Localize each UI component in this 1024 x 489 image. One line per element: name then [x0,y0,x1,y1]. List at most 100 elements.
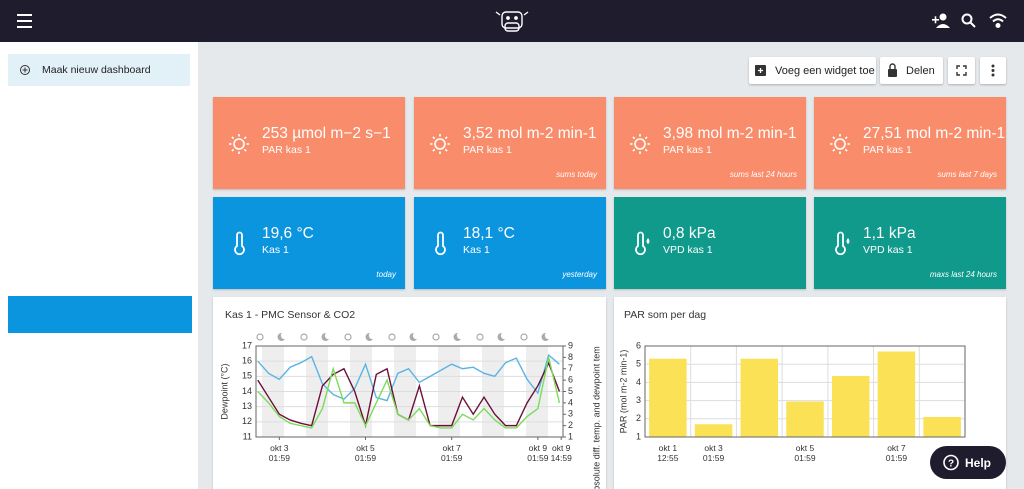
y2-tick-label: 7 [568,363,573,373]
sun-icon [300,333,308,341]
selected-dashboard[interactable] [8,296,192,333]
tile: 3,98 mol m-2 min-1 PAR kas 1 sums last 24 … [614,97,806,189]
plus-icon [20,65,30,75]
tile-label: VPD kas 1 [663,244,713,256]
unit: kPa [688,225,716,242]
y-tick-label: 13 [242,401,252,411]
help-label: Help [965,455,992,470]
moon-icon [453,332,461,341]
value: 19,6 [262,225,293,242]
tile-icon [435,231,446,256]
tile-icon [835,231,850,256]
chart-title: PAR som per dag [624,309,706,321]
tile-value: 19,6 °C [262,225,314,243]
plot-frame [255,345,564,438]
y-tick-label: 1 [636,431,641,441]
unit: mol m-2 min-1 [697,125,797,142]
sun-icon [388,333,396,341]
y-tick-label: 4 [636,377,641,387]
tile-label: Kas 1 [262,244,289,256]
chart: PAR som per dag 1 2 3 4 5 6 PAR (mol m-2 min-1) [618,309,966,441]
tile-label: PAR kas 1 [463,144,512,156]
y2-axis-label: Absolute diff. temp. and dewpoint tem [591,346,601,489]
tile: 253 µmol m−2 s−1 PAR kas 1 [213,97,405,189]
y-tick-label: 17 [242,340,252,350]
sun-ray [432,136,436,140]
tile: 1,1 kPa VPD kas 1 maxs last 24 hours [814,197,1006,289]
logo[interactable] [495,11,529,32]
y2-tick-label: 3 [568,409,573,419]
svg-text:?: ? [948,459,954,470]
thermometer-icon [635,231,646,256]
tile-value: 1,1 kPa [863,225,916,243]
y-axis-label: Dewpoint (°C) [219,363,229,419]
x-tick-label: okt 3 01:59 [702,443,725,463]
y-tick-label: 5 [636,359,641,369]
x-tick-label: okt 3 01:59 [268,443,290,463]
tile-period: sums last 24 hours [729,170,797,179]
value: 3,52 [463,125,494,142]
add-widget-label: Voeg een widget toe [775,64,875,77]
value: 27,51 [863,125,902,142]
lock-icon [888,63,897,77]
tile-period: yesterday [562,270,597,279]
sun-icon [344,333,352,341]
moon-icon [497,332,505,341]
value: 253 [262,125,288,142]
y-tick-label: 11 [243,431,252,441]
tile-icon [430,134,450,154]
menu-icon[interactable] [17,14,32,28]
share-button[interactable]: Delen [880,57,943,84]
tile-period: sums today [556,170,597,179]
add-icon [755,65,766,76]
y-tick-label: 12 [242,416,252,426]
new-dashboard-button[interactable]: Maak nieuw dashboard [8,54,190,86]
sun-ray [844,148,848,152]
sun-icon [434,138,446,150]
more-button[interactable] [980,57,1006,84]
tile-label: VPD kas 1 [863,244,913,256]
tile-label: PAR kas 1 [663,144,712,156]
bar [649,358,687,437]
add-user-icon[interactable] [932,13,950,29]
tile: 27,51 mol m-2 min-1 PAR kas 1 sums last 7 … [814,97,1006,189]
y2-tick-label: 5 [568,386,573,396]
tile-value: 27,51 mol m-2 min-1 [863,125,1005,143]
sun-ray [632,148,636,152]
sun-ray [231,136,235,140]
sun-icon [834,138,846,150]
moon-icon [409,332,417,341]
y2-tick-label: 4 [568,397,573,407]
y-tick-label: 15 [242,371,252,381]
sidebar: Maak nieuw dashboard [0,42,198,489]
bar [694,424,733,437]
moon-icon [365,332,373,341]
fullscreen-icon [956,65,967,76]
search-icon[interactable] [961,13,976,28]
unit: °C [497,225,515,242]
fullscreen-button[interactable] [948,57,975,84]
tile: 19,6 °C Kas 1 today [213,197,405,289]
new-dashboard-label: Maak nieuw dashboard [42,64,151,76]
sun-ray [644,148,648,152]
x-tick-label: okt 7 01:59 [441,443,463,463]
tile-icon [635,231,650,256]
y-tick-label: 16 [242,356,252,366]
moon-icon [541,332,549,341]
tile-value: 3,98 mol m-2 min-1 [663,125,797,143]
add-widget-button[interactable]: Voeg een widget toe [749,57,876,84]
sun-icon [233,138,245,150]
tile: 0,8 kPa VPD kas 1 [614,197,806,289]
tile-value: 3,52 mol m-2 min-1 [463,125,597,143]
x-tick-label: okt 7 01:59 [885,443,908,463]
tile: 18,1 °C Kas 1 yesterday [414,197,606,289]
bar [923,416,961,437]
help-button[interactable]: ? Help [930,446,1006,479]
sun-ray [432,148,436,152]
thermometer-icon [234,231,245,256]
y2-tick-label: 2 [568,420,573,430]
wifi-icon[interactable] [989,13,1007,28]
tile-icon [630,134,650,154]
bar [831,376,870,437]
tile-icon [229,134,249,154]
